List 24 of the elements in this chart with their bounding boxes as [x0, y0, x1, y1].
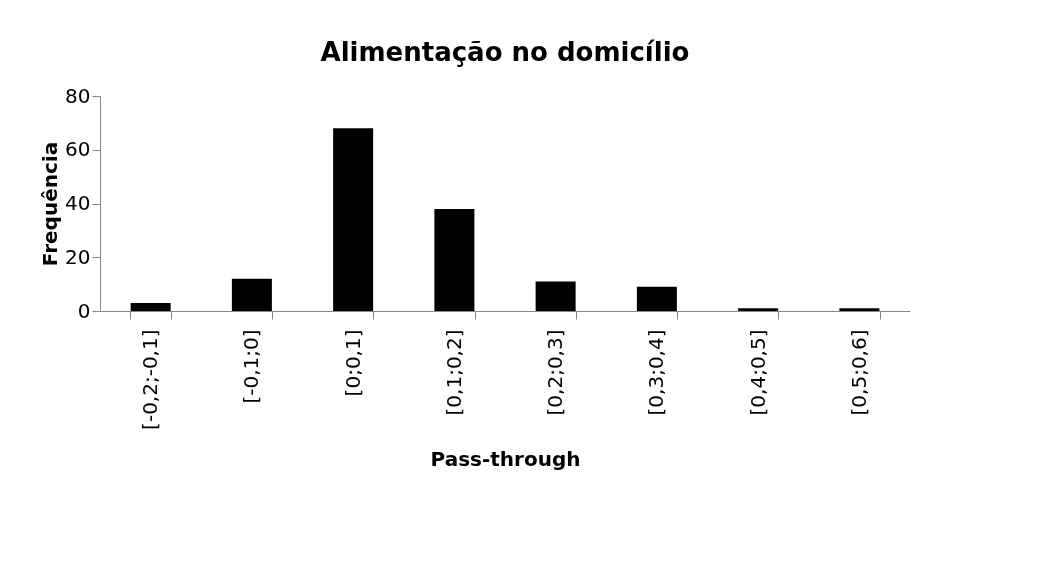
bar — [231, 278, 272, 311]
bar — [839, 308, 880, 311]
x-axis-title: Pass-through — [430, 446, 581, 471]
chart-title: Alimentação no domicílio — [320, 37, 690, 67]
y-tick-label: 20 — [65, 244, 91, 269]
bar — [738, 308, 779, 311]
x-tick-label: [0,5;0,6] — [846, 329, 871, 416]
y-tick-label: 80 — [65, 83, 91, 108]
bar — [535, 281, 576, 311]
x-tick-label: [0,4;0,5] — [745, 329, 770, 416]
bar — [636, 286, 677, 311]
y-tick-label: 0 — [77, 298, 91, 323]
x-tick-label: [0,3;0,4] — [644, 329, 669, 416]
x-tick-label: [-0,1;0] — [239, 329, 264, 404]
x-tick-label: [0,1;0,2] — [441, 329, 466, 416]
x-tick-label: [0;0,1] — [340, 329, 365, 397]
y-tick-label: 60 — [65, 137, 91, 162]
x-tick-label: [0,2;0,3] — [543, 329, 568, 416]
bar — [333, 128, 374, 311]
bar — [434, 208, 475, 311]
bar — [130, 302, 171, 311]
x-tick-label: [-0,2;-0,1] — [138, 329, 163, 430]
y-axis-title: Frequência — [38, 141, 63, 267]
y-tick-label: 40 — [65, 191, 91, 215]
